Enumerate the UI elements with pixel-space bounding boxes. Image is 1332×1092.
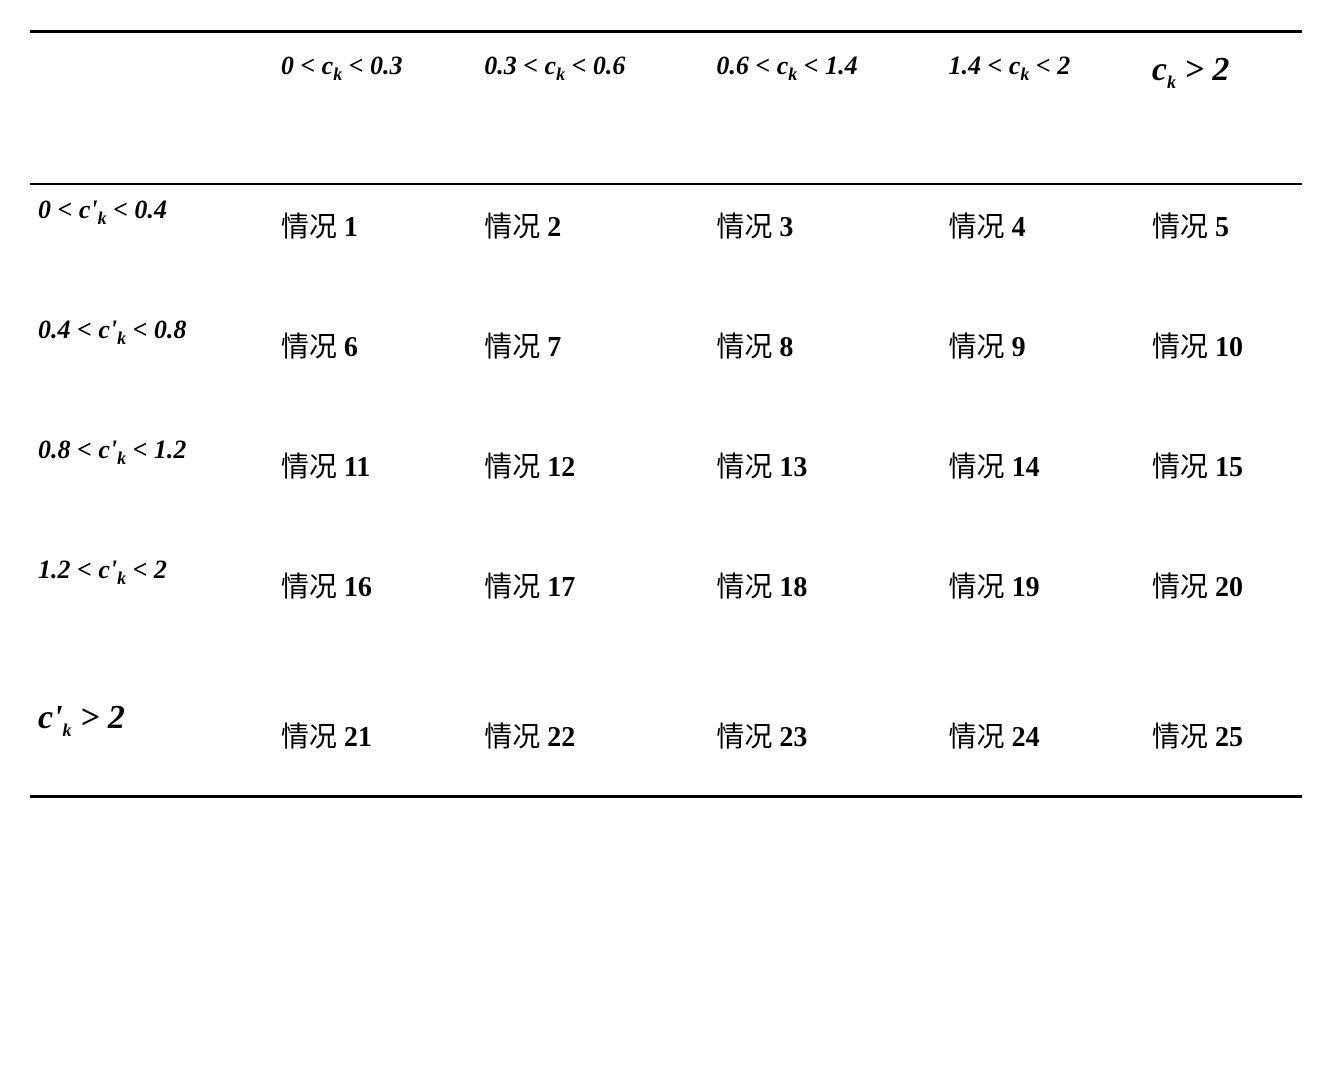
cell-2-3: 情况 8 xyxy=(708,305,940,425)
cell-1-4: 情况 4 xyxy=(941,184,1144,305)
cell-5-4: 情况 24 xyxy=(941,665,1144,797)
cell-2-2: 情况 7 xyxy=(476,305,708,425)
col-header-1: 0 < ck < 0.3 xyxy=(273,32,476,184)
cell-1-1: 情况 1 xyxy=(273,184,476,305)
row-header-4: 1.2 < c'k < 2 xyxy=(30,545,273,665)
header-row: 0 < ck < 0.3 0.3 < ck < 0.6 0.6 < ck < 1… xyxy=(30,32,1302,184)
cell-4-1: 情况 16 xyxy=(273,545,476,665)
cell-1-3: 情况 3 xyxy=(708,184,940,305)
cell-1-2: 情况 2 xyxy=(476,184,708,305)
row-header-2: 0.4 < c'k < 0.8 xyxy=(30,305,273,425)
cell-1-5: 情况 5 xyxy=(1144,184,1302,305)
col-header-2: 0.3 < ck < 0.6 xyxy=(476,32,708,184)
cell-5-5: 情况 25 xyxy=(1144,665,1302,797)
row-header-1: 0 < c'k < 0.4 xyxy=(30,184,273,305)
cases-table: 0 < ck < 0.3 0.3 < ck < 0.6 0.6 < ck < 1… xyxy=(30,30,1302,798)
cell-5-3: 情况 23 xyxy=(708,665,940,797)
cell-2-1: 情况 6 xyxy=(273,305,476,425)
table-row: 0.8 < c'k < 1.2 情况 11 情况 12 情况 13 情况 14 … xyxy=(30,425,1302,545)
cell-2-5: 情况 10 xyxy=(1144,305,1302,425)
table-row: 0.4 < c'k < 0.8 情况 6 情况 7 情况 8 情况 9 情况 1… xyxy=(30,305,1302,425)
cell-3-1: 情况 11 xyxy=(273,425,476,545)
cell-5-2: 情况 22 xyxy=(476,665,708,797)
cell-3-4: 情况 14 xyxy=(941,425,1144,545)
col-header-5: ck > 2 xyxy=(1144,32,1302,184)
col-header-4: 1.4 < ck < 2 xyxy=(941,32,1144,184)
col-header-3: 0.6 < ck < 1.4 xyxy=(708,32,940,184)
row-header-3: 0.8 < c'k < 1.2 xyxy=(30,425,273,545)
cell-4-5: 情况 20 xyxy=(1144,545,1302,665)
row-header-5: c'k > 2 xyxy=(30,665,273,797)
cell-3-2: 情况 12 xyxy=(476,425,708,545)
cell-3-5: 情况 15 xyxy=(1144,425,1302,545)
header-corner xyxy=(30,32,273,184)
cell-4-3: 情况 18 xyxy=(708,545,940,665)
cell-4-4: 情况 19 xyxy=(941,545,1144,665)
table-body: 0 < c'k < 0.4 情况 1 情况 2 情况 3 情况 4 情况 5 0… xyxy=(30,184,1302,797)
cell-4-2: 情况 17 xyxy=(476,545,708,665)
cell-3-3: 情况 13 xyxy=(708,425,940,545)
cell-2-4: 情况 9 xyxy=(941,305,1144,425)
cell-5-1: 情况 21 xyxy=(273,665,476,797)
table-row: 0 < c'k < 0.4 情况 1 情况 2 情况 3 情况 4 情况 5 xyxy=(30,184,1302,305)
table-row: c'k > 2 情况 21 情况 22 情况 23 情况 24 情况 25 xyxy=(30,665,1302,797)
table-row: 1.2 < c'k < 2 情况 16 情况 17 情况 18 情况 19 情况… xyxy=(30,545,1302,665)
